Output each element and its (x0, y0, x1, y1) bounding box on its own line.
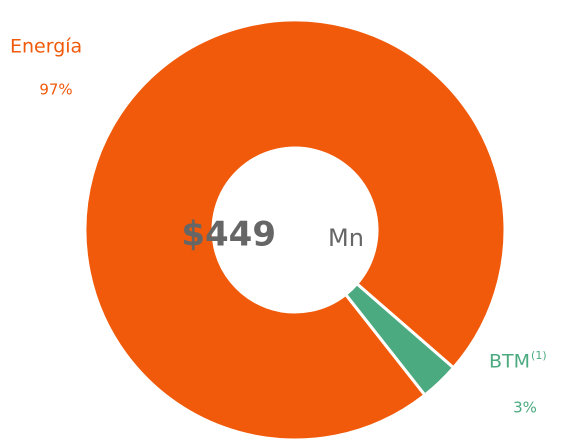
donut (83, 18, 507, 442)
category-label: BTM (489, 351, 530, 373)
value-label: 3% (513, 399, 537, 417)
center-unit: Mn (328, 224, 364, 252)
slice (343, 281, 456, 398)
center-value: $449 (181, 215, 276, 255)
slice (83, 18, 507, 442)
category-label: Energía (10, 36, 82, 58)
value-label: 97% (39, 81, 72, 99)
footnote-mark: (1) (531, 349, 547, 362)
